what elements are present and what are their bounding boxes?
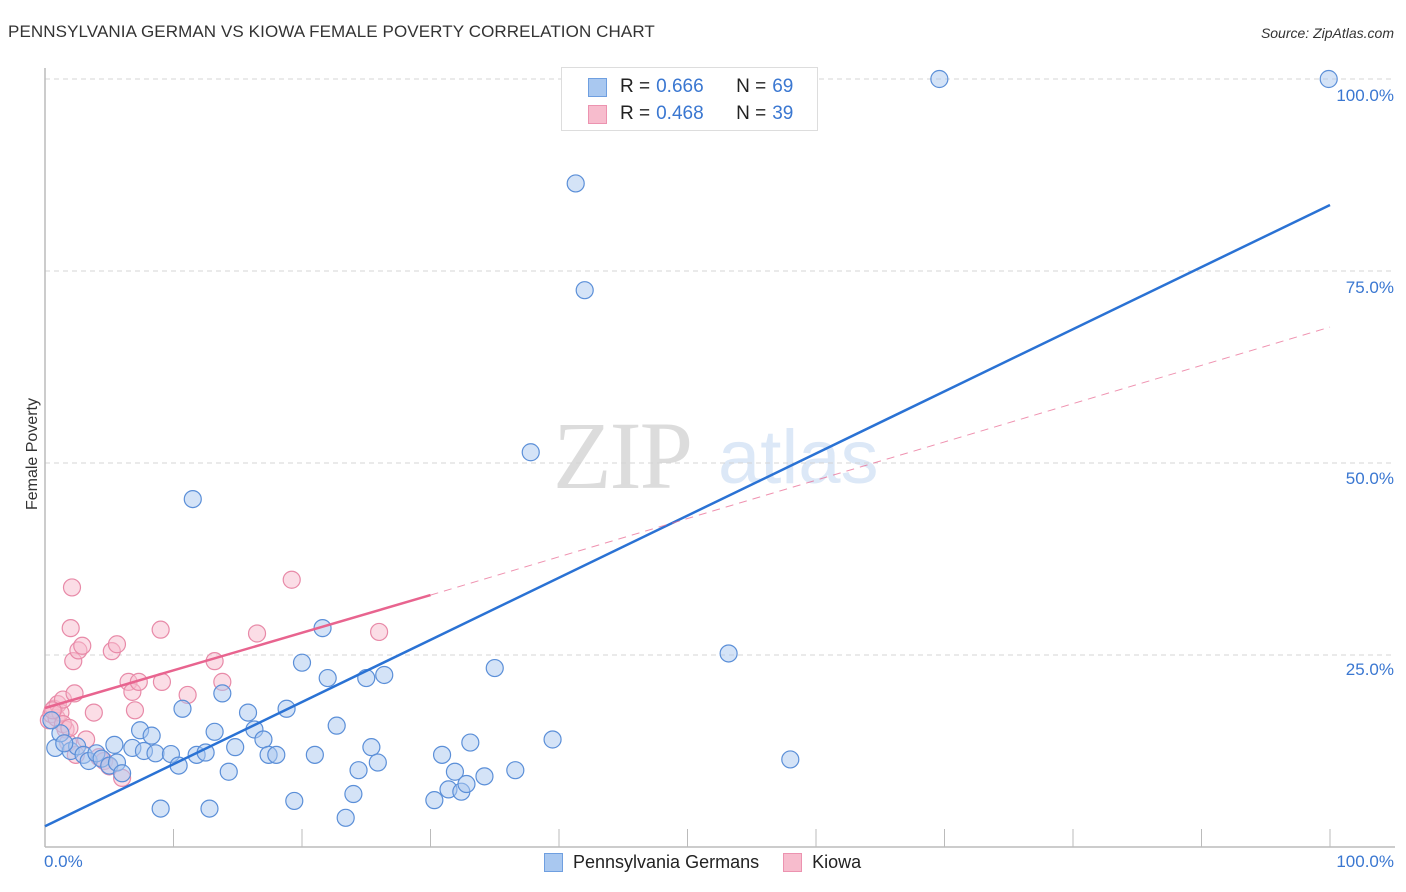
source-label: Source: ZipAtlas.com — [1260, 25, 1394, 41]
data-point[interactable] — [930, 69, 949, 89]
data-point[interactable] — [151, 620, 170, 639]
data-point[interactable] — [719, 644, 738, 663]
data-point[interactable] — [425, 791, 444, 810]
chart-title: PENNSYLVANIA GERMAN VS KIOWA FEMALE POVE… — [8, 22, 655, 41]
y-tick-100: 100.0% — [1336, 86, 1394, 105]
y-tick-50: 50.0% — [1345, 469, 1394, 488]
stats-row-pennsylvania-germans: R = 0.666 N = 69 — [588, 75, 793, 99]
data-point[interactable] — [327, 716, 346, 735]
data-point[interactable] — [219, 762, 238, 781]
y-axis-label: Female Poverty — [24, 397, 41, 511]
data-point[interactable] — [282, 570, 301, 589]
watermark-zip: ZIP — [553, 402, 693, 509]
data-point[interactable] — [362, 738, 381, 757]
pink-trend-extension — [430, 326, 1331, 596]
n-label: N = — [736, 76, 767, 97]
data-point[interactable] — [200, 799, 219, 818]
data-point[interactable] — [445, 762, 465, 781]
data-point[interactable] — [205, 722, 224, 741]
stats-legend: R = 0.666 N = 69 R = 0.468 N = 39 — [561, 67, 818, 131]
n-value: 39 — [772, 103, 794, 124]
data-point[interactable] — [375, 665, 394, 685]
pink-swatch-icon — [783, 853, 803, 872]
data-point[interactable] — [73, 636, 92, 655]
y-tick-75: 75.0% — [1345, 278, 1394, 297]
data-point[interactable] — [62, 578, 82, 597]
data-point[interactable] — [183, 489, 202, 509]
blue-swatch-icon — [588, 77, 607, 97]
pink-trend-line — [44, 593, 431, 710]
trend-lines — [44, 203, 1331, 828]
data-point[interactable] — [213, 684, 232, 703]
data-point[interactable] — [238, 703, 258, 722]
data-point[interactable] — [254, 730, 273, 749]
data-point[interactable] — [84, 703, 103, 722]
pink-swatch-icon — [588, 104, 607, 124]
data-point[interactable] — [543, 730, 562, 749]
legend-item-kiowa[interactable]: Kiowa — [783, 852, 861, 873]
data-point[interactable] — [521, 443, 540, 462]
data-point[interactable] — [370, 622, 389, 642]
pennsylvania-germans-points — [42, 69, 1338, 827]
r-value: 0.468 — [656, 103, 704, 124]
data-point[interactable] — [247, 624, 267, 643]
data-point[interactable] — [142, 726, 161, 745]
data-point[interactable] — [42, 711, 61, 730]
stats-row-kiowa: R = 0.468 N = 39 — [588, 102, 793, 126]
legend-label: Kiowa — [812, 852, 862, 872]
data-point[interactable] — [267, 745, 286, 764]
data-point[interactable] — [368, 753, 387, 772]
data-point[interactable] — [1319, 69, 1338, 89]
x-tick-100: 100.0% — [1336, 852, 1394, 871]
data-point[interactable] — [349, 761, 368, 780]
n-value: 69 — [772, 76, 794, 97]
data-point[interactable] — [146, 744, 165, 763]
data-point[interactable] — [336, 808, 355, 827]
data-point[interactable] — [566, 174, 585, 193]
data-point[interactable] — [285, 791, 304, 811]
data-point[interactable] — [461, 733, 480, 752]
series-legend: Pennsylvania Germans Kiowa — [544, 852, 885, 873]
data-point[interactable] — [575, 281, 594, 300]
r-value: 0.666 — [656, 76, 704, 97]
data-point[interactable] — [781, 750, 800, 769]
gridlines — [45, 78, 1395, 656]
data-point[interactable] — [305, 745, 324, 764]
data-point[interactable] — [226, 738, 245, 757]
data-point[interactable] — [112, 764, 132, 783]
data-point[interactable] — [107, 635, 127, 654]
data-point[interactable] — [55, 734, 74, 753]
data-point[interactable] — [61, 619, 80, 638]
legend-item-pennsylvania-germans[interactable]: Pennsylvania Germans — [544, 852, 759, 873]
data-point[interactable] — [173, 699, 192, 718]
blue-swatch-icon — [544, 853, 563, 872]
data-point[interactable] — [292, 653, 312, 672]
x-tick-0: 0.0% — [44, 852, 83, 871]
r-label: R = — [620, 76, 651, 97]
data-point[interactable] — [125, 701, 145, 720]
data-point[interactable] — [485, 658, 504, 678]
n-label: N = — [736, 103, 767, 124]
data-point[interactable] — [506, 761, 525, 780]
data-point[interactable] — [432, 745, 452, 764]
legend-label: Pennsylvania Germans — [573, 852, 760, 872]
data-point[interactable] — [151, 799, 170, 818]
data-point[interactable] — [475, 767, 494, 786]
r-label: R = — [620, 103, 651, 124]
blue-trend-line — [44, 203, 1331, 828]
data-point[interactable] — [344, 784, 363, 804]
data-point[interactable] — [105, 735, 124, 754]
data-point[interactable] — [318, 668, 337, 688]
data-point[interactable] — [457, 774, 476, 794]
y-tick-25: 25.0% — [1345, 660, 1394, 679]
